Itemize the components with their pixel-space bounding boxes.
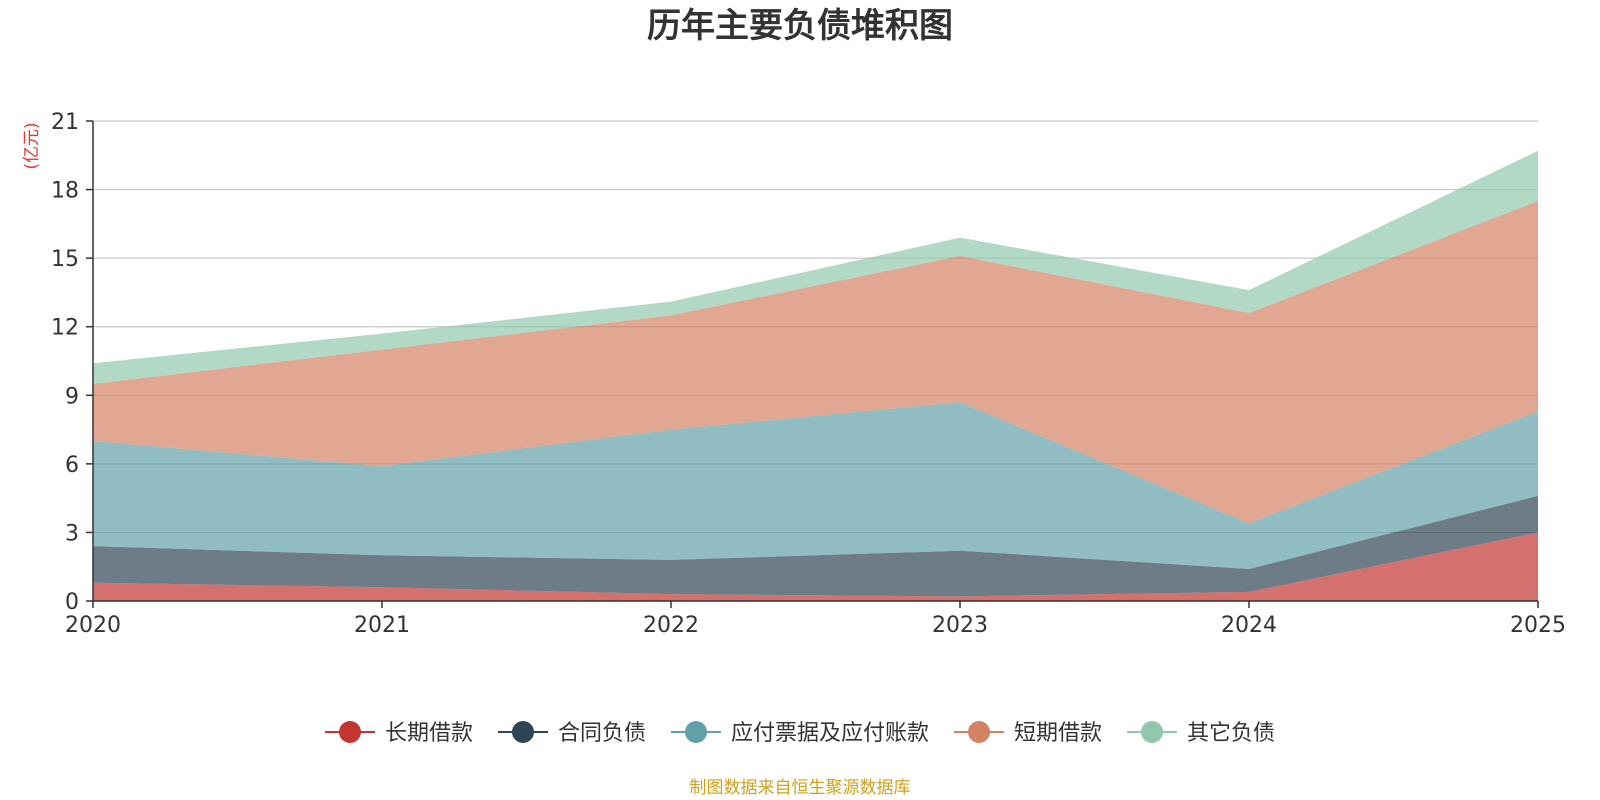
- legend-item-1[interactable]: 长期借款: [325, 721, 473, 746]
- legend-item-3[interactable]: 应付票据及应付账款: [671, 721, 929, 746]
- y-tick-label-9: 9: [65, 384, 79, 409]
- x-tick-label-2023: 2023: [932, 613, 988, 638]
- y-tick-label-21: 21: [51, 110, 79, 135]
- legend-marker-2: [512, 721, 534, 743]
- legend: 长期借款 合同负债 应付票据及应付账款 短期借款 其它负债: [325, 721, 1275, 746]
- legend-label-4: 短期借款: [1014, 721, 1102, 746]
- x-tick-label-2020: 2020: [65, 613, 121, 638]
- legend-marker-3: [685, 721, 707, 743]
- y-tick-label-3: 3: [65, 521, 79, 546]
- area-series-4: [93, 201, 1538, 524]
- axes: 0 3 6 9 12 15 18 21 2020 2021 2022 2023 2024 2025: [51, 110, 1566, 638]
- area-series-5: [93, 150, 1538, 384]
- legend-marker-1: [339, 721, 361, 743]
- y-tick-label-6: 6: [65, 453, 79, 478]
- area-series-group: [93, 150, 1538, 601]
- y-tick-label-18: 18: [51, 179, 79, 204]
- legend-label-5: 其它负债: [1187, 721, 1275, 746]
- legend-label-3: 应付票据及应付账款: [731, 721, 929, 746]
- legend-label-2: 合同负债: [558, 721, 646, 746]
- data-source-note: 制图数据来自恒生聚源数据库: [690, 778, 911, 798]
- legend-item-2[interactable]: 合同负债: [498, 721, 646, 746]
- area-series-3: [93, 402, 1538, 569]
- legend-item-5[interactable]: 其它负债: [1127, 721, 1275, 746]
- y-tick-label-12: 12: [51, 316, 79, 341]
- legend-marker-4: [968, 721, 990, 743]
- x-tick-label-2022: 2022: [643, 613, 699, 638]
- y-tick-label-15: 15: [51, 247, 79, 272]
- legend-item-4[interactable]: 短期借款: [954, 721, 1102, 746]
- chart-title: 历年主要负债堆积图: [647, 6, 953, 46]
- y-tick-label-0: 0: [65, 590, 79, 615]
- area-series-1: [93, 532, 1538, 601]
- x-tick-label-2025: 2025: [1510, 613, 1566, 638]
- x-tick-label-2021: 2021: [354, 613, 410, 638]
- legend-marker-5: [1141, 721, 1163, 743]
- y-axis-unit-label: (亿元): [22, 122, 42, 169]
- legend-label-1: 长期借款: [385, 721, 473, 746]
- area-series-2: [93, 495, 1538, 597]
- x-tick-label-2024: 2024: [1221, 613, 1277, 638]
